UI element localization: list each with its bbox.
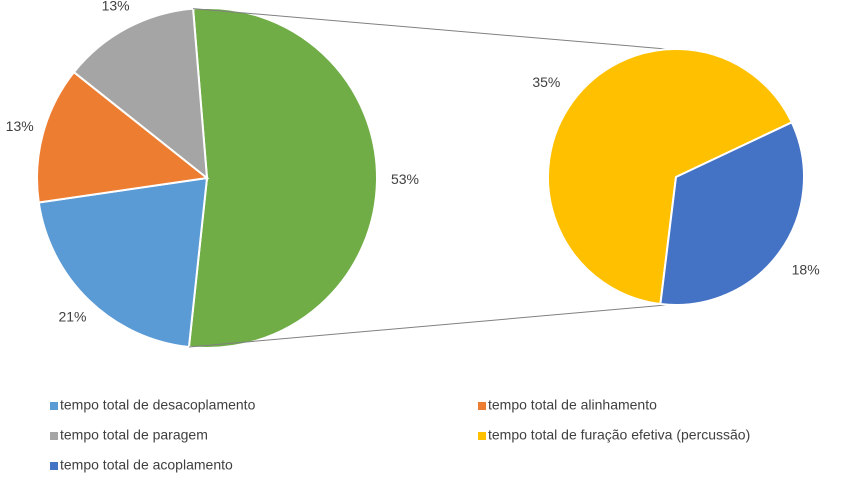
legend-swatch bbox=[478, 402, 486, 410]
legend-swatch bbox=[50, 462, 58, 470]
connector bbox=[188, 304, 667, 348]
pie-slice bbox=[72, 7, 209, 181]
connector bbox=[193, 8, 667, 50]
legend-label: tempo total de furação efetiva (percussã… bbox=[488, 427, 750, 443]
data-label: 21% bbox=[58, 308, 86, 324]
data-label: 13% bbox=[102, 0, 130, 14]
pie-slice bbox=[36, 70, 210, 204]
data-label: 18% bbox=[792, 261, 820, 277]
legend-swatch bbox=[50, 402, 58, 410]
data-label: 13% bbox=[6, 118, 34, 134]
other-slice bbox=[187, 7, 378, 349]
data-label: 53% bbox=[391, 171, 419, 187]
legend-label: tempo total de desacoplamento bbox=[60, 397, 256, 413]
legend-label: tempo total de paragem bbox=[60, 427, 208, 443]
legend-swatch bbox=[50, 432, 58, 440]
data-label: 35% bbox=[532, 74, 560, 90]
legend-label: tempo total de alinhamento bbox=[488, 397, 657, 413]
legend-label: tempo total de acoplamento bbox=[60, 457, 233, 473]
pie-slice bbox=[659, 121, 805, 306]
pie-slice bbox=[547, 48, 794, 306]
legend-swatch bbox=[478, 432, 486, 440]
pie-slice bbox=[37, 176, 209, 349]
